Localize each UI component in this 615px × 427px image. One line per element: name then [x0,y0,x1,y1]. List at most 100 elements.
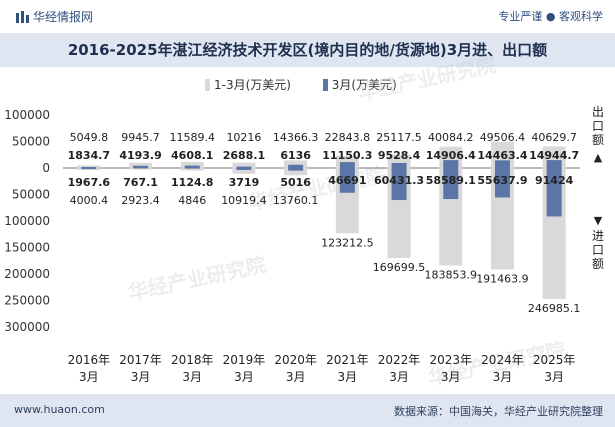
side-label-export-char: 出 [592,105,604,119]
x-tick-label-year: 2021年 [326,353,369,367]
label-export-month: 14906.4 [426,149,476,162]
x-tick-label-month: 3月 [493,370,513,384]
bar-import-cumulative [129,168,153,170]
bar-import-month [288,168,304,171]
label-export-cumulative: 40084.2 [428,131,474,144]
x-tick-label-month: 3月 [389,370,409,384]
side-label-export-char: 额 [592,133,604,147]
x-tick-label-year: 2024年 [481,353,524,367]
x-tick-label-month: 3月 [234,370,254,384]
bar-import-month [443,168,459,200]
y-tick-label: 200000 [4,267,50,281]
label-import-cumulative: 4846 [178,194,206,207]
bar-import-month [339,168,355,193]
label-import-month: 3719 [229,176,260,189]
legend-swatch-month [322,79,328,91]
x-tick-label-month: 3月 [131,370,151,384]
label-export-month: 11150.3 [322,149,372,162]
label-export-cumulative: 49506.4 [480,131,526,144]
y-tick-label: 100000 [4,108,50,122]
legend-swatch-cumulative [205,79,210,91]
label-export-cumulative: 22843.8 [325,131,371,144]
footer-bar: www.huaon.com 数据来源：中国海关，华经产业研究院整理 [0,394,615,427]
legend-item-cumulative: 1-3月(万美元) [205,76,291,93]
bar-export-cumulative [129,162,153,168]
label-import-cumulative: 13760.1 [273,194,319,207]
bar-import-cumulative [284,168,308,176]
label-import-cumulative: 4000.4 [70,194,109,207]
side-label-export-char: 口 [592,119,604,133]
label-import-cumulative: 123212.5 [321,236,374,249]
label-import-month: 58589.1 [426,174,476,187]
side-label-import-char: 口 [592,243,604,257]
bar-import-cumulative [77,168,101,171]
bar-import-cumulative [232,168,256,174]
x-tick-label-year: 2016年 [68,353,111,367]
label-import-cumulative: 10919.4 [221,194,267,207]
x-tick-label-year: 2017年 [119,353,162,367]
label-export-cumulative: 10216 [226,131,261,144]
bar-import-month [236,168,252,170]
x-tick-label-month: 3月 [182,370,202,384]
x-tick-label-year: 2020年 [274,353,317,367]
label-export-month: 14463.4 [477,149,527,162]
side-label-import-char: 额 [592,257,604,271]
label-import-month: 60431.3 [374,174,424,187]
label-export-cumulative: 25117.5 [376,131,422,144]
chart-title: 2016-2025年湛江经济技术开发区(境内目的地/货源地)3月进、出口额 [67,41,548,59]
brand-logo-icon [16,11,29,23]
label-import-month: 46691 [328,174,366,187]
top-bar: 华经情报网 专业严谨 ● 客观科学 [0,0,615,33]
bar-export-month [339,162,355,168]
x-tick-label-month: 3月 [79,370,99,384]
label-export-month: 1834.7 [68,149,110,162]
bar-import-month [391,168,407,201]
bar-import-month [494,168,510,198]
label-import-cumulative: 246985.1 [528,302,581,315]
label-export-cumulative: 40629.7 [531,131,577,144]
bar-export-cumulative [77,165,101,168]
label-export-cumulative: 11589.4 [170,131,216,144]
label-export-month: 9528.4 [378,149,421,162]
bar-export-month [288,164,304,168]
website-url[interactable]: www.huaon.com [14,403,105,416]
brand-name: 华经情报网 [33,10,94,24]
y-tick-label: 300000 [4,320,50,334]
side-import-arrow-icon: ▼ [594,214,603,227]
y-tick-label: 100000 [4,214,50,228]
bar-export-month [546,160,562,168]
bar-export-month [81,167,97,168]
label-import-cumulative: 169699.5 [373,261,426,274]
chart-plot: 华经产业研究院华经产业研究院华经产业研究院华经产业研究院100000500000… [4,52,604,390]
bar-export-cumulative [284,160,308,168]
label-import-month: 767.1 [123,176,158,189]
bar-export-cumulative [180,161,204,168]
y-tick-label: 150000 [4,241,50,255]
bar-export-month [184,165,200,168]
label-export-cumulative: 9945.7 [121,131,160,144]
x-tick-label-month: 3月 [286,370,306,384]
x-tick-label-year: 2023年 [429,353,472,367]
y-tick-label: 50000 [12,135,50,149]
legend-item-month: 3月(万美元) [322,76,397,93]
watermark-0: 华经产业研究院 [356,52,498,105]
bar-import-month [184,168,200,169]
x-tick-label-month: 3月 [338,370,358,384]
label-import-month: 5016 [280,176,311,189]
bar-export-month [494,160,510,168]
y-tick-label: 0 [42,161,50,175]
y-tick-label: 50000 [12,188,50,202]
label-export-cumulative: 14366.3 [273,131,319,144]
watermark-1: 华经产业研究院 [126,252,268,305]
x-tick-label-month: 3月 [544,370,564,384]
bar-import-month [546,168,562,217]
label-import-month: 1967.6 [68,176,111,189]
x-tick-label-month: 3月 [441,370,461,384]
slogan: 专业严谨 ● 客观科学 [498,10,603,23]
side-export-arrow-icon: ▲ [594,151,603,164]
data-source: 数据来源：中国海关，华经产业研究院整理 [394,405,603,418]
bar-export-cumulative [232,162,256,168]
brand: 华经情报网 [16,8,93,25]
x-tick-label-year: 2018年 [171,353,214,367]
title-bar: 2016-2025年湛江经济技术开发区(境内目的地/货源地)3月进、出口额 [0,33,615,67]
